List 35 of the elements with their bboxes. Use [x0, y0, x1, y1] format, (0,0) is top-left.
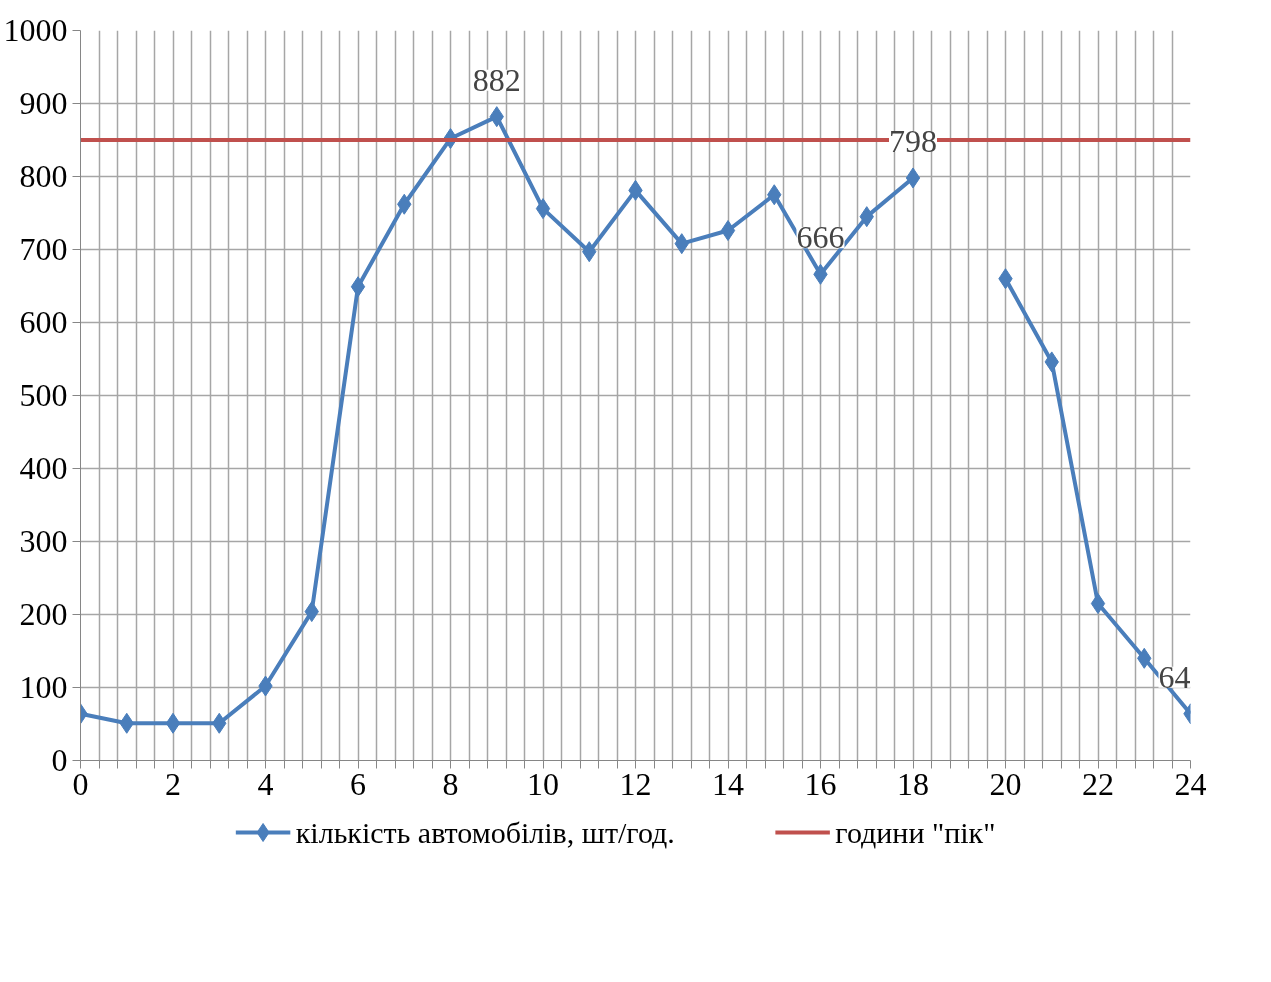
- y-tick-label: 400: [19, 450, 68, 486]
- y-tick-label: 200: [19, 596, 68, 632]
- y-tick-label: 900: [19, 85, 68, 121]
- x-tick-label: 12: [619, 765, 652, 802]
- point: [350, 276, 366, 298]
- x-tick-label: 16: [804, 765, 837, 802]
- y-tick-label: 500: [19, 377, 68, 413]
- x-tick-label: 6: [350, 765, 366, 802]
- y-tick-label: 300: [19, 523, 68, 559]
- x-tick-label: 14: [712, 765, 744, 802]
- x-tick-label: 10: [527, 765, 559, 802]
- x-tick-label: 2: [165, 765, 181, 802]
- data-label: 882: [472, 61, 521, 98]
- y-tick-label: 800: [19, 158, 68, 194]
- y-tick-label: 1000: [3, 12, 68, 48]
- x-tick-label: 18: [897, 765, 929, 802]
- y-tick-label: 0: [51, 742, 68, 778]
- x-tick-label: 8: [442, 765, 459, 802]
- y-tick-label: 600: [19, 304, 68, 340]
- y-tick-label: 700: [19, 231, 68, 267]
- legend-label: кількість автомобілів, шт/год.: [295, 816, 675, 849]
- point: [535, 198, 551, 220]
- point: [905, 167, 921, 189]
- x-tick-label: 24: [1174, 765, 1207, 802]
- legend-label: години "пік": [835, 816, 996, 849]
- point: [165, 712, 181, 734]
- x-tick-label: 22: [1082, 765, 1114, 802]
- data-label: 798: [889, 122, 937, 159]
- point: [1090, 593, 1106, 615]
- x-tick-label: 20: [989, 765, 1022, 802]
- point: [720, 220, 736, 242]
- data-label: 64: [1158, 658, 1191, 695]
- data-label: 666: [796, 219, 845, 256]
- y-tick-label: 100: [19, 669, 68, 705]
- x-tick-label: 4: [257, 765, 274, 802]
